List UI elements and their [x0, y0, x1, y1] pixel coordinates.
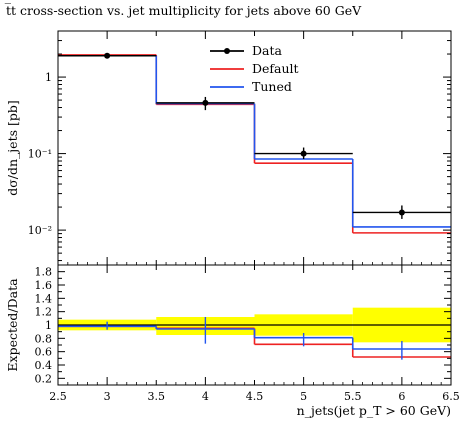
chart-title: t̅t cross-section vs. jet multiplicity f… — [4, 2, 362, 18]
xtick-label: 3 — [104, 390, 111, 403]
main-ylabel: dσ/dn_jets [pb] — [5, 100, 20, 196]
xtick-label: 5.5 — [344, 390, 362, 403]
main-ytick-label: 1 — [45, 71, 52, 84]
legend-label-default: Default — [252, 61, 299, 76]
ratio-ytick-label: 1.6 — [35, 279, 53, 292]
axes-labels: dσ/dn_jets [pb] Expected/Data n_jets(jet p… — [5, 100, 451, 418]
ratio-ytick-label: 0.4 — [35, 359, 53, 372]
ratio-panel: 0.20.40.60.811.21.41.61.8 2.5 3 3.5 4 4.5 5 5.5… — [35, 264, 460, 403]
xtick-label: 4 — [202, 390, 209, 403]
legend-marker-data — [224, 48, 230, 54]
ratio-ylabel: Expected/Data — [5, 278, 20, 372]
xtick-label: 4.5 — [246, 390, 264, 403]
xtick-label: 6 — [398, 390, 405, 403]
main-ytick-label: 10⁻² — [28, 224, 52, 237]
xtick-label: 2.5 — [49, 390, 67, 403]
ratio-ytick-label: 1.2 — [35, 306, 53, 319]
legend-label-tuned: Tuned — [252, 79, 292, 94]
xtick-label: 6.5 — [442, 390, 460, 403]
ratio-ytick-label: 0.6 — [35, 346, 53, 359]
xtick-label: 5 — [300, 390, 307, 403]
ratio-ytick-label: 1.4 — [35, 292, 53, 305]
ratio-ytick-label: 0.2 — [35, 372, 53, 385]
data-point — [300, 150, 307, 157]
main-panel: 1 10⁻¹ 10⁻² — [28, 30, 452, 266]
legend: Data Default Tuned — [210, 43, 299, 94]
ratio-ytick-label: 1.8 — [35, 266, 53, 279]
data-point — [202, 99, 209, 106]
xtick-label: 3.5 — [148, 390, 166, 403]
data-point — [104, 52, 111, 59]
x-axis-label: n_jets(jet p_T > 60 GeV) — [297, 403, 451, 418]
ratio-ytick-label: 1 — [45, 319, 52, 332]
main-ytick-label: 10⁻¹ — [28, 148, 52, 161]
data-point — [398, 209, 405, 216]
ratio-ytick-label: 0.8 — [35, 332, 53, 345]
legend-label-data: Data — [252, 43, 282, 58]
